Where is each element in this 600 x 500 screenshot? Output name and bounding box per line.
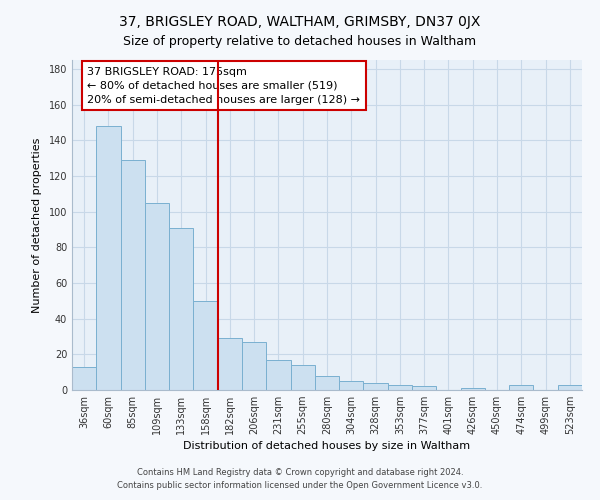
Bar — [412, 386, 436, 390]
Bar — [218, 338, 242, 390]
X-axis label: Distribution of detached houses by size in Waltham: Distribution of detached houses by size … — [184, 442, 470, 452]
Bar — [72, 367, 96, 390]
Bar — [558, 384, 582, 390]
Bar — [509, 384, 533, 390]
Bar — [388, 384, 412, 390]
Bar — [193, 301, 218, 390]
Y-axis label: Number of detached properties: Number of detached properties — [32, 138, 41, 312]
Text: Size of property relative to detached houses in Waltham: Size of property relative to detached ho… — [124, 35, 476, 48]
Bar — [145, 202, 169, 390]
Bar — [96, 126, 121, 390]
Bar — [364, 383, 388, 390]
Bar — [169, 228, 193, 390]
Text: Contains HM Land Registry data © Crown copyright and database right 2024.
Contai: Contains HM Land Registry data © Crown c… — [118, 468, 482, 490]
Text: 37, BRIGSLEY ROAD, WALTHAM, GRIMSBY, DN37 0JX: 37, BRIGSLEY ROAD, WALTHAM, GRIMSBY, DN3… — [119, 15, 481, 29]
Bar — [242, 342, 266, 390]
Bar — [266, 360, 290, 390]
Bar — [339, 381, 364, 390]
Bar — [121, 160, 145, 390]
Bar — [461, 388, 485, 390]
Text: 37 BRIGSLEY ROAD: 175sqm
← 80% of detached houses are smaller (519)
20% of semi-: 37 BRIGSLEY ROAD: 175sqm ← 80% of detach… — [88, 66, 360, 104]
Bar — [290, 365, 315, 390]
Bar — [315, 376, 339, 390]
